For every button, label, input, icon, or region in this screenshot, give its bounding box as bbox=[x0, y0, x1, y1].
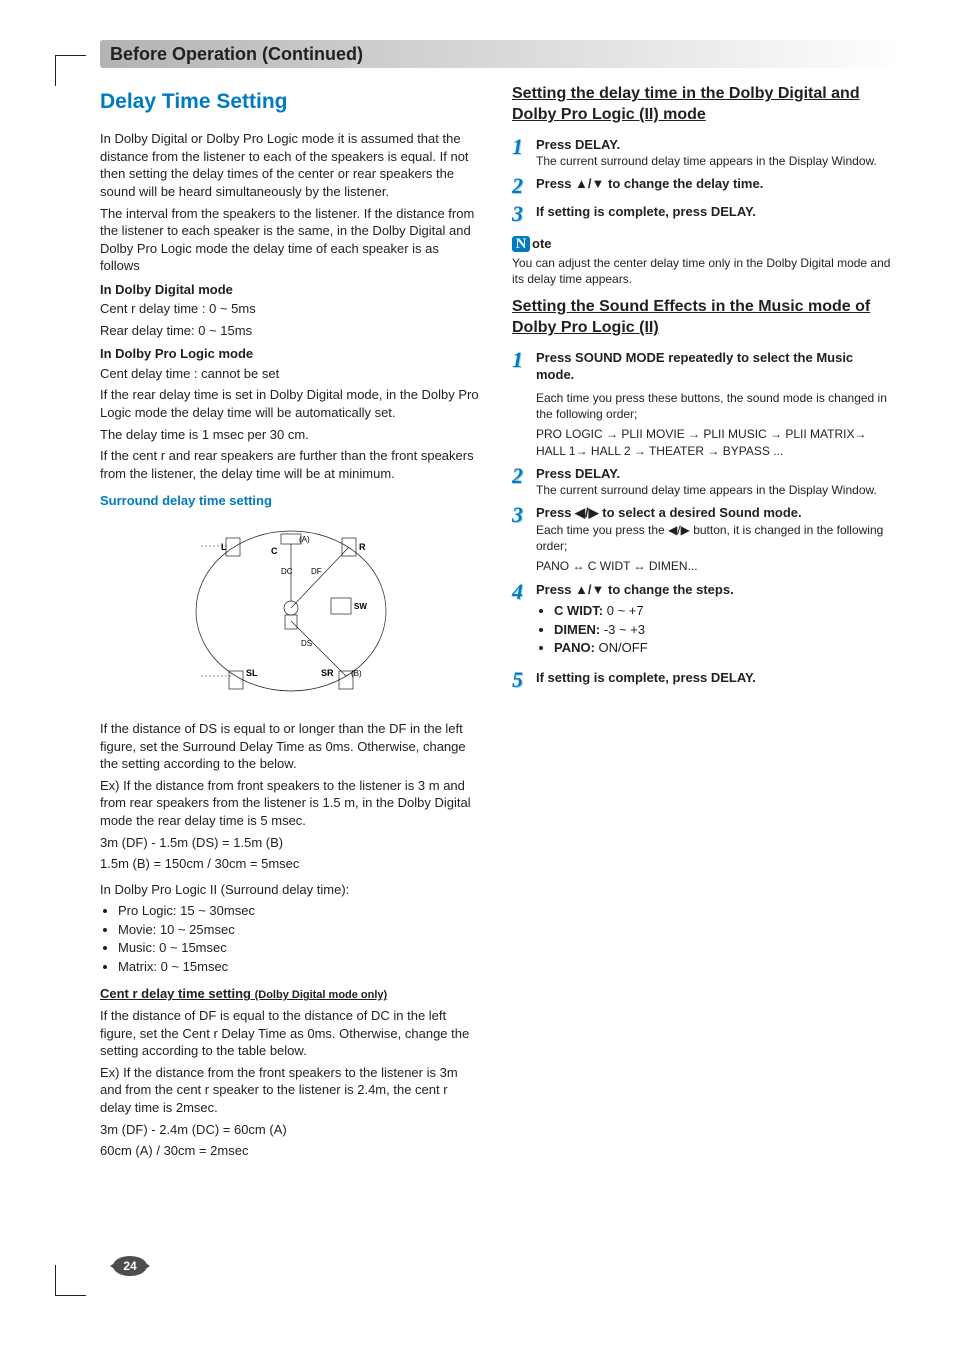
page-number-badge: 24 bbox=[108, 1255, 152, 1277]
sec1-step-2: 2 Press ▲/▼ to change the delay time. bbox=[512, 175, 894, 197]
dolby-digital-mode-heading: In Dolby Digital mode bbox=[100, 281, 482, 299]
sec1-step-1: 1 Press DELAY. The current surround dela… bbox=[512, 136, 894, 170]
svg-text:C: C bbox=[271, 546, 278, 556]
list-item: Matrix: 0 ~ 15msec bbox=[118, 958, 482, 976]
step4-list: C WIDT: 0 ~ +7 DIMEN: -3 ~ +3 PANO: ON/O… bbox=[554, 602, 894, 657]
sec2-step-1: 1 Press SOUND MODE repeatedly to select … bbox=[512, 349, 894, 459]
section-header: Before Operation (Continued) bbox=[100, 40, 894, 68]
dd-rear-delay: Rear delay time: 0 ~ 15ms bbox=[100, 322, 482, 340]
step-title: If setting is complete, press DELAY. bbox=[536, 669, 894, 687]
step-title: Press DELAY. bbox=[536, 136, 894, 154]
step-title: If setting is complete, press DELAY. bbox=[536, 203, 894, 221]
svg-text:(B): (B) bbox=[351, 669, 362, 678]
dpl-paragraph-2: The delay time is 1 msec per 30 cm. bbox=[100, 426, 482, 444]
list-item: PANO: ON/OFF bbox=[554, 639, 894, 657]
dpl-paragraph-1: If the rear delay time is set in Dolby D… bbox=[100, 386, 482, 421]
surround-calc2: 1.5m (B) = 150cm / 30cm = 5msec bbox=[100, 855, 482, 873]
step-title: Press DELAY. bbox=[536, 465, 894, 483]
right-column: Setting the delay time in the Dolby Digi… bbox=[512, 82, 894, 1164]
svg-text:DC: DC bbox=[281, 567, 293, 576]
intro-paragraph-2: The interval from the speakers to the li… bbox=[100, 205, 482, 275]
step-title: Press ▲/▼ to change the steps. bbox=[536, 581, 894, 599]
surround-calc1: 3m (DF) - 1.5m (DS) = 1.5m (B) bbox=[100, 834, 482, 852]
intro-paragraph-1: In Dolby Digital or Dolby Pro Logic mode… bbox=[100, 130, 482, 200]
dpl2-intro: In Dolby Pro Logic II (Surround delay ti… bbox=[100, 881, 482, 899]
note-text: You can adjust the center delay time onl… bbox=[512, 255, 894, 287]
step-number-icon: 1 bbox=[512, 136, 530, 158]
svg-text:SL: SL bbox=[246, 668, 258, 678]
center-p1: If the distance of DF is equal to the di… bbox=[100, 1007, 482, 1060]
list-item: DIMEN: -3 ~ +3 bbox=[554, 621, 894, 639]
svg-text:R: R bbox=[359, 542, 366, 552]
step-text: PRO LOGIC → PLII MOVIE → PLII MUSIC → PL… bbox=[536, 426, 894, 458]
note-word: ote bbox=[532, 235, 552, 253]
sec1-step-3: 3 If setting is complete, press DELAY. bbox=[512, 203, 894, 225]
step-number-icon: 5 bbox=[512, 669, 530, 691]
svg-text:(A): (A) bbox=[299, 535, 310, 544]
svg-text:DF: DF bbox=[311, 567, 322, 576]
step-number-icon: 3 bbox=[512, 203, 530, 225]
step-number-icon: 2 bbox=[512, 175, 530, 197]
step-text: Each time you press these buttons, the s… bbox=[536, 390, 894, 422]
sec2-step-2: 2 Press DELAY. The current surround dela… bbox=[512, 465, 894, 499]
step-number-icon: 4 bbox=[512, 581, 530, 603]
step-number-icon: 1 bbox=[512, 349, 530, 371]
dpl-center-delay: Cent delay time : cannot be set bbox=[100, 365, 482, 383]
step-number-icon: 3 bbox=[512, 504, 530, 526]
step-title: Press SOUND MODE repeatedly to select th… bbox=[536, 349, 894, 384]
list-item: Pro Logic: 15 ~ 30msec bbox=[118, 902, 482, 920]
left-column: Delay Time Setting In Dolby Digital or D… bbox=[100, 82, 482, 1164]
center-delay-heading: Cent r delay time setting (Dolby Digital… bbox=[100, 985, 482, 1003]
step-number-icon: 2 bbox=[512, 465, 530, 487]
sec2-step-3: 3 Press ◀/▶ to select a desired Sound mo… bbox=[512, 504, 894, 574]
dpl-paragraph-3: If the cent r and rear speakers are furt… bbox=[100, 447, 482, 482]
dolby-pro-logic-mode-heading: In Dolby Pro Logic mode bbox=[100, 345, 482, 363]
step-text: Each time you press the ◀/▶ button, it i… bbox=[536, 522, 894, 554]
center-p2: Ex) If the distance from the front speak… bbox=[100, 1064, 482, 1117]
center-calc2: 60cm (A) / 30cm = 2msec bbox=[100, 1142, 482, 1160]
surround-delay-heading: Surround delay time setting bbox=[100, 492, 482, 510]
center-calc1: 3m (DF) - 2.4m (DC) = 60cm (A) bbox=[100, 1121, 482, 1139]
crop-mark-top-left bbox=[55, 55, 86, 86]
svg-text:DS: DS bbox=[301, 639, 312, 648]
crop-mark-bottom-left bbox=[55, 1265, 86, 1296]
dpl2-list: Pro Logic: 15 ~ 30msec Movie: 10 ~ 25mse… bbox=[118, 902, 482, 975]
surround-p1: If the distance of DS is equal to or lon… bbox=[100, 720, 482, 773]
step-text: The current surround delay time appears … bbox=[536, 482, 894, 498]
note-heading: N ote bbox=[512, 235, 894, 253]
surround-p2: Ex) If the distance from front speakers … bbox=[100, 777, 482, 830]
note-badge-icon: N bbox=[512, 236, 530, 252]
dd-center-delay: Cent r delay time : 0 ~ 5ms bbox=[100, 300, 482, 318]
step-text: The current surround delay time appears … bbox=[536, 153, 894, 169]
delay-time-heading: Delay Time Setting bbox=[100, 88, 482, 116]
speaker-diagram: L C R SW SL SR (A) (B) DC DF DS bbox=[100, 516, 482, 711]
svg-text:L: L bbox=[221, 542, 227, 552]
sec2-step-5: 5 If setting is complete, press DELAY. bbox=[512, 669, 894, 691]
list-item: Music: 0 ~ 15msec bbox=[118, 939, 482, 957]
step-title: Press ◀/▶ to select a desired Sound mode… bbox=[536, 504, 894, 522]
svg-text:24: 24 bbox=[123, 1259, 137, 1273]
step-text: PANO ↔ C WIDT ↔ DIMEN... bbox=[536, 558, 894, 574]
list-item: Movie: 10 ~ 25msec bbox=[118, 921, 482, 939]
step-title: Press ▲/▼ to change the delay time. bbox=[536, 175, 894, 193]
sec2-step-4: 4 Press ▲/▼ to change the steps. C WIDT:… bbox=[512, 581, 894, 663]
svg-text:SR: SR bbox=[321, 668, 334, 678]
section2-heading: Setting the Sound Effects in the Music m… bbox=[512, 297, 894, 339]
svg-text:SW: SW bbox=[354, 602, 367, 611]
list-item: C WIDT: 0 ~ +7 bbox=[554, 602, 894, 620]
section1-heading: Setting the delay time in the Dolby Digi… bbox=[512, 84, 894, 126]
